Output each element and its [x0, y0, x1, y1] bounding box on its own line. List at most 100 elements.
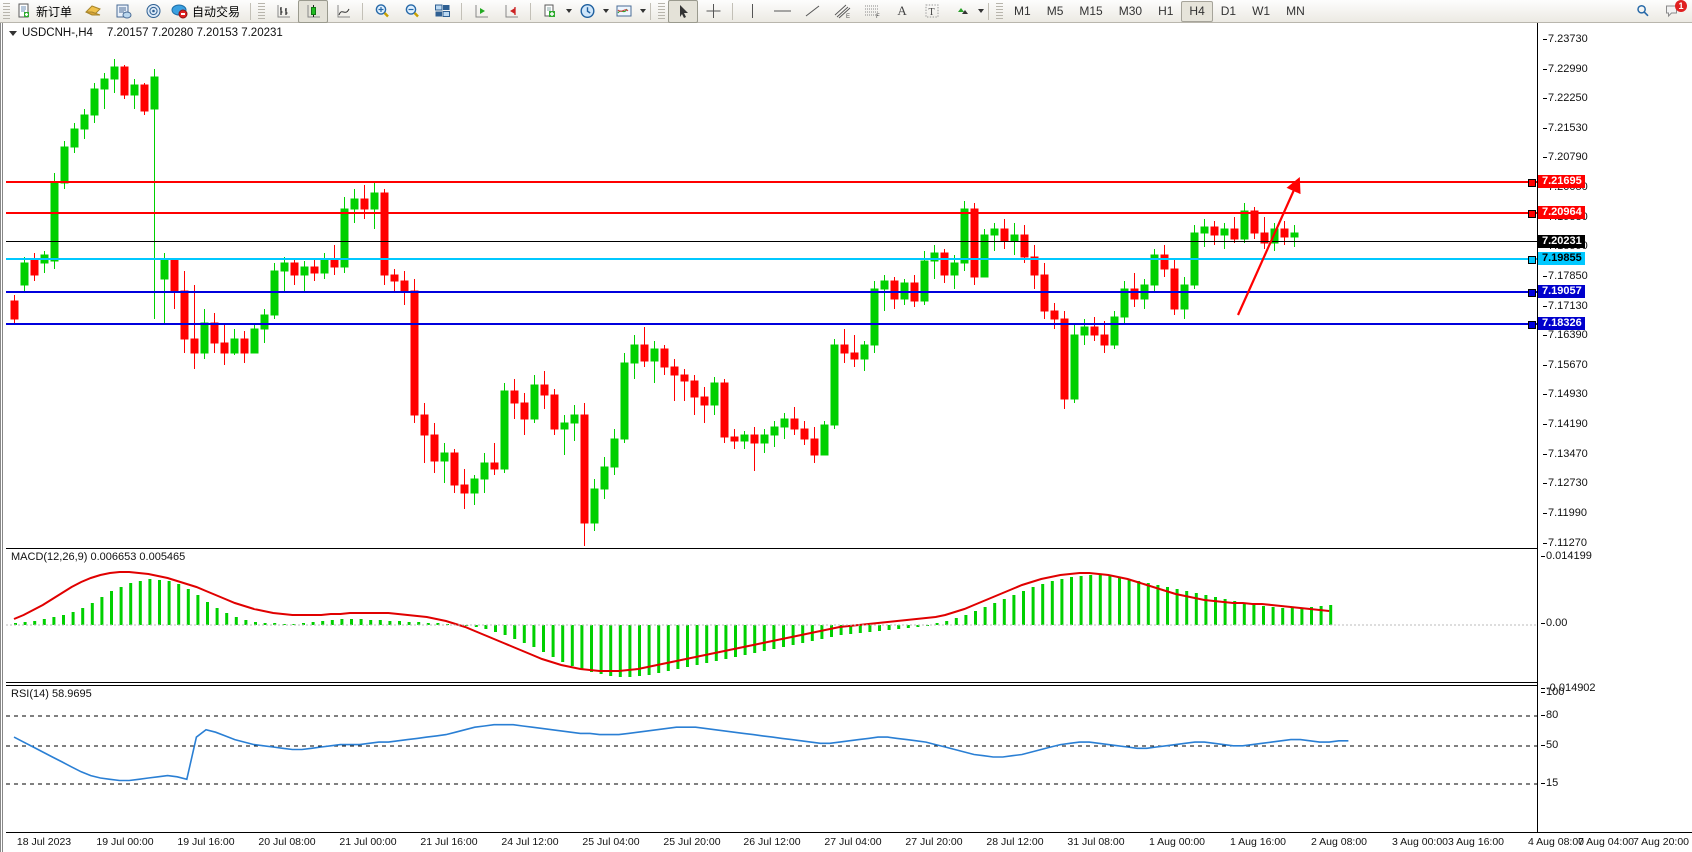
macd-histogram-bar — [599, 625, 603, 674]
macd-histogram-bar — [1098, 575, 1102, 625]
zoom-in-button[interactable] — [367, 0, 397, 23]
axis-tick-dash — [1541, 692, 1545, 693]
add-indicator-button[interactable] — [535, 0, 565, 23]
candle-body — [500, 390, 509, 470]
rsi-axis-tick: 15 — [1541, 777, 1692, 789]
price-level-line[interactable] — [6, 291, 1537, 293]
vertical-line-button[interactable] — [737, 0, 767, 23]
candle-body — [1120, 288, 1129, 318]
price-level-line[interactable] — [6, 212, 1537, 214]
chart-window[interactable]: USDCNH-,H4 7.20157 7.20280 7.20153 7.202… — [0, 23, 1692, 852]
macd-histogram-bar — [1031, 587, 1035, 625]
navigator-button[interactable] — [138, 0, 168, 23]
price-level-line[interactable] — [6, 258, 1537, 260]
price-tag[interactable]: 7.20231 — [1538, 235, 1585, 248]
price-level-handle[interactable] — [1528, 256, 1536, 264]
macd-histogram-bar — [1146, 583, 1150, 625]
tile-windows-button[interactable] — [427, 0, 457, 23]
rsi-pane[interactable]: RSI(14) 58.9695 — [6, 685, 1537, 832]
timeframe-mn[interactable]: MN — [1286, 4, 1305, 18]
timeframe-d1[interactable]: D1 — [1220, 4, 1237, 18]
price-axis[interactable]: 7.237307.229907.222507.215307.207907.200… — [1538, 23, 1692, 832]
macd-histogram-bar — [350, 619, 353, 625]
search-button[interactable] — [1628, 0, 1658, 23]
notifications-button[interactable]: 1 — [1658, 0, 1688, 23]
price-axis-tick: 7.17130 — [1543, 300, 1588, 312]
trend-line-button[interactable] — [797, 0, 827, 23]
market-watch-button[interactable] — [108, 0, 138, 23]
price-tag[interactable]: 7.19057 — [1538, 285, 1585, 298]
objects-button[interactable] — [947, 0, 977, 23]
timeframe-m15[interactable]: M15 — [1079, 4, 1103, 18]
macd-pane[interactable]: MACD(12,26,9) 0.006653 0.005465 — [6, 548, 1537, 683]
price-pane[interactable] — [6, 23, 1537, 546]
equidistant-channel-button[interactable]: E — [827, 0, 857, 23]
toolbar-grip-3[interactable] — [658, 2, 666, 20]
time-axis-tick: 24 Jul 12:00 — [501, 836, 559, 848]
symbol-name: USDCNH-,H4 — [22, 27, 93, 39]
price-axis-tick: 7.22990 — [1543, 63, 1588, 75]
candle-body — [520, 402, 529, 420]
period-chevron-down-icon[interactable] — [603, 9, 610, 13]
cursor-button[interactable] — [668, 0, 699, 23]
templates-chevron-down-icon[interactable] — [640, 9, 647, 13]
candle-body — [980, 234, 989, 278]
add-indicator-chevron-down-icon[interactable] — [566, 9, 573, 13]
chart-menu-chevron-down-icon[interactable] — [9, 30, 17, 36]
price-level-handle[interactable] — [1528, 179, 1536, 187]
autotrading-button[interactable]: 自动交易 — [168, 0, 246, 23]
horizontal-line-button[interactable] — [767, 0, 797, 23]
shift-start-button[interactable] — [466, 0, 496, 23]
macd-histogram-bar — [129, 583, 133, 625]
timeframe-h1[interactable]: H1 — [1158, 4, 1174, 18]
axis-tick-dash — [1543, 39, 1547, 40]
price-level-handle[interactable] — [1528, 210, 1536, 218]
candle-body — [630, 344, 639, 364]
candlestick-chart-button[interactable] — [298, 0, 329, 23]
macd-histogram-bar — [302, 623, 305, 625]
price-tag[interactable]: 7.20964 — [1538, 206, 1585, 219]
macd-histogram-bar — [964, 615, 968, 625]
text-label-button[interactable]: T — [917, 0, 947, 23]
rsi-axis-tick: 100 — [1541, 686, 1692, 698]
price-tag[interactable]: 7.21695 — [1538, 175, 1585, 188]
new-order-button[interactable]: 新订单 — [13, 0, 78, 23]
macd-histogram-bar — [849, 625, 853, 634]
timeframe-m1[interactable]: M1 — [1014, 4, 1031, 18]
macd-histogram-bar — [148, 579, 152, 625]
macd-histogram-bar — [330, 620, 334, 625]
price-axis-tick: 7.20790 — [1543, 151, 1588, 163]
toolbar-grip[interactable] — [3, 2, 10, 20]
time-axis[interactable]: 18 Jul 2023 19 Jul 00:00 19 Jul 16:00 20 Ju… — [6, 832, 1692, 852]
indicators-button[interactable] — [78, 0, 108, 23]
price-level-handle[interactable] — [1528, 321, 1536, 329]
period-button[interactable] — [572, 0, 602, 23]
macd-histogram-bar — [186, 589, 190, 625]
fibonacci-button[interactable]: F — [857, 0, 887, 23]
line-chart-button[interactable] — [328, 0, 358, 23]
price-axis-tick: 7.14190 — [1543, 418, 1588, 430]
price-level-line[interactable] — [6, 241, 1537, 242]
candle-body — [670, 366, 679, 376]
timeframe-h4[interactable]: H4 — [1181, 0, 1213, 22]
price-level-line[interactable] — [6, 181, 1537, 183]
bar-chart-button[interactable] — [268, 0, 298, 23]
zoom-out-button[interactable] — [397, 0, 427, 23]
toolbar-grip-2[interactable] — [258, 2, 266, 20]
price-level-line[interactable] — [6, 323, 1537, 325]
price-tag[interactable]: 7.18326 — [1538, 317, 1585, 330]
templates-button[interactable] — [609, 0, 639, 23]
candle-body — [60, 146, 69, 184]
timeframe-w1[interactable]: W1 — [1252, 4, 1271, 18]
price-tag[interactable]: 7.19855 — [1538, 252, 1585, 265]
toolbar-grip-4[interactable] — [996, 2, 1004, 20]
crosshair-button[interactable] — [698, 0, 728, 23]
axis-tick-dash — [1543, 394, 1547, 396]
timeframe-m5[interactable]: M5 — [1046, 4, 1064, 18]
shift-end-button[interactable] — [496, 0, 526, 23]
price-level-handle[interactable] — [1528, 289, 1536, 297]
objects-chevron-down-icon[interactable] — [978, 9, 985, 13]
text-button[interactable]: A — [897, 3, 907, 18]
timeframe-m30[interactable]: M30 — [1118, 4, 1143, 18]
candle-body — [1200, 226, 1209, 234]
